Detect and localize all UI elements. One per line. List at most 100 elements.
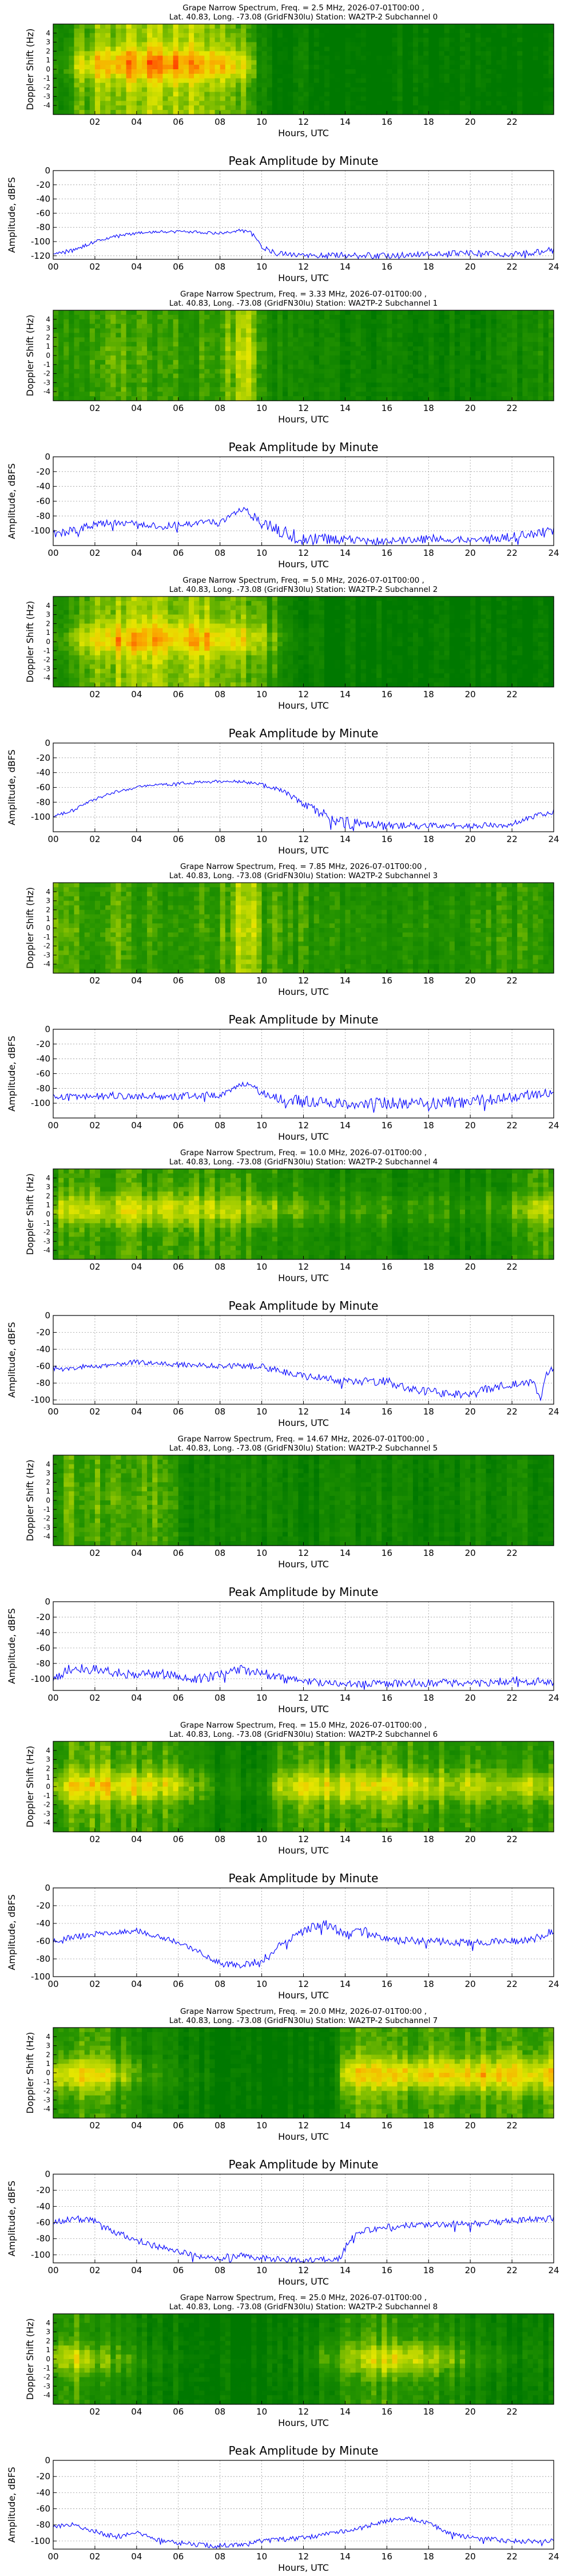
heatmap-cell: [507, 47, 513, 52]
heatmap-cell: [209, 619, 215, 625]
heatmap-cell: [538, 105, 544, 110]
heatmap-cell: [329, 365, 335, 370]
heatmap-cell: [434, 74, 439, 79]
heatmap-cell: [100, 378, 106, 384]
heatmap-cell: [246, 678, 252, 683]
heatmap-cell: [178, 655, 184, 661]
heatmap-cell: [304, 369, 309, 374]
heatmap-cell: [450, 92, 455, 97]
heatmap-cell: [236, 42, 241, 48]
heatmap-cell: [116, 355, 121, 361]
heatmap-cell: [246, 660, 252, 665]
heatmap-cell: [392, 337, 398, 342]
heatmap-cell: [527, 88, 533, 93]
heatmap-cell: [184, 315, 189, 320]
heatmap-cell: [220, 337, 226, 342]
y-tick-label: -120: [31, 251, 50, 261]
heatmap-cell: [288, 396, 293, 401]
heatmap-cell: [116, 601, 121, 606]
heatmap-cell: [335, 60, 340, 65]
heatmap-cell: [256, 69, 262, 74]
heatmap-cell: [309, 360, 315, 365]
heatmap-cell: [293, 329, 299, 334]
heatmap-cell: [288, 88, 293, 93]
heatmap-cell: [110, 387, 116, 392]
heatmap-cell: [63, 342, 69, 347]
heatmap-cell: [480, 369, 486, 374]
heatmap-cell: [90, 387, 96, 392]
heatmap-cell: [209, 665, 215, 670]
heatmap-cell: [527, 319, 533, 325]
heatmap-cell: [126, 38, 132, 43]
heatmap-cell: [225, 315, 231, 320]
heatmap-cell: [53, 329, 59, 334]
heatmap-cell: [480, 47, 486, 52]
heatmap-cell: [329, 360, 335, 365]
heatmap-cell: [100, 619, 106, 625]
heatmap-cell: [236, 628, 241, 633]
heatmap-cell: [173, 615, 179, 620]
heatmap-cell: [168, 74, 174, 79]
heatmap-cell: [80, 96, 85, 101]
heatmap-cell: [418, 369, 424, 374]
heatmap-cell: [184, 88, 189, 93]
heatmap-cell: [522, 88, 528, 93]
heatmap-cell: [157, 60, 163, 65]
heatmap-cell: [80, 378, 85, 384]
heatmap-cell: [496, 56, 502, 61]
heatmap-cell: [74, 610, 80, 615]
heatmap-cell: [215, 655, 221, 661]
heatmap-cell: [241, 96, 247, 101]
heatmap-cell: [126, 96, 132, 101]
heatmap-cell: [304, 319, 309, 325]
heatmap-cell: [189, 60, 194, 65]
heatmap-cell: [116, 65, 121, 70]
heatmap-cell: [220, 105, 226, 110]
heatmap-cell: [116, 56, 121, 61]
heatmap-cell: [314, 351, 320, 356]
heatmap-cell: [204, 660, 210, 665]
heatmap-cell: [126, 392, 132, 397]
heatmap-cell: [356, 24, 362, 29]
heatmap-cell: [236, 378, 241, 384]
heatmap-cell: [157, 669, 163, 674]
heatmap-cell: [95, 110, 101, 115]
heatmap-cell: [340, 396, 345, 401]
heatmap-cell: [178, 47, 184, 52]
heatmap-cell: [105, 51, 111, 56]
heatmap-cell: [480, 78, 486, 84]
heatmap-cell: [220, 378, 226, 384]
heatmap-cell: [173, 610, 179, 615]
heatmap-cell: [215, 83, 221, 88]
heatmap-cell: [486, 29, 492, 34]
heatmap-cell: [366, 47, 372, 52]
heatmap-cell: [184, 642, 189, 647]
heatmap-cell: [277, 333, 283, 338]
heatmap-cell: [277, 88, 283, 93]
heatmap-cell: [204, 96, 210, 101]
heatmap-cell: [204, 651, 210, 656]
heatmap-cell: [100, 610, 106, 615]
heatmap-cell: [251, 342, 257, 347]
heatmap-cell: [434, 378, 439, 384]
heatmap-cell: [304, 60, 309, 65]
heatmap-cell: [80, 333, 85, 338]
heatmap-cell: [100, 682, 106, 688]
x-tick-label: 14: [340, 548, 351, 558]
heatmap-cell: [314, 29, 320, 34]
heatmap-cell: [162, 392, 168, 397]
heatmap-cell: [132, 324, 137, 329]
heatmap-cell: [199, 633, 205, 638]
heatmap-cell: [371, 38, 377, 43]
heatmap-cell: [152, 329, 158, 334]
heatmap-cell: [142, 646, 148, 651]
heatmap-cell: [80, 665, 85, 670]
heatmap-cell: [231, 315, 236, 320]
heatmap-cell: [85, 74, 90, 79]
heatmap-cell: [110, 65, 116, 70]
heatmap-cell: [277, 382, 283, 388]
heatmap-cell: [63, 665, 69, 670]
heatmap-cell: [85, 319, 90, 325]
heatmap-cell: [173, 665, 179, 670]
heatmap-cell: [220, 651, 226, 656]
